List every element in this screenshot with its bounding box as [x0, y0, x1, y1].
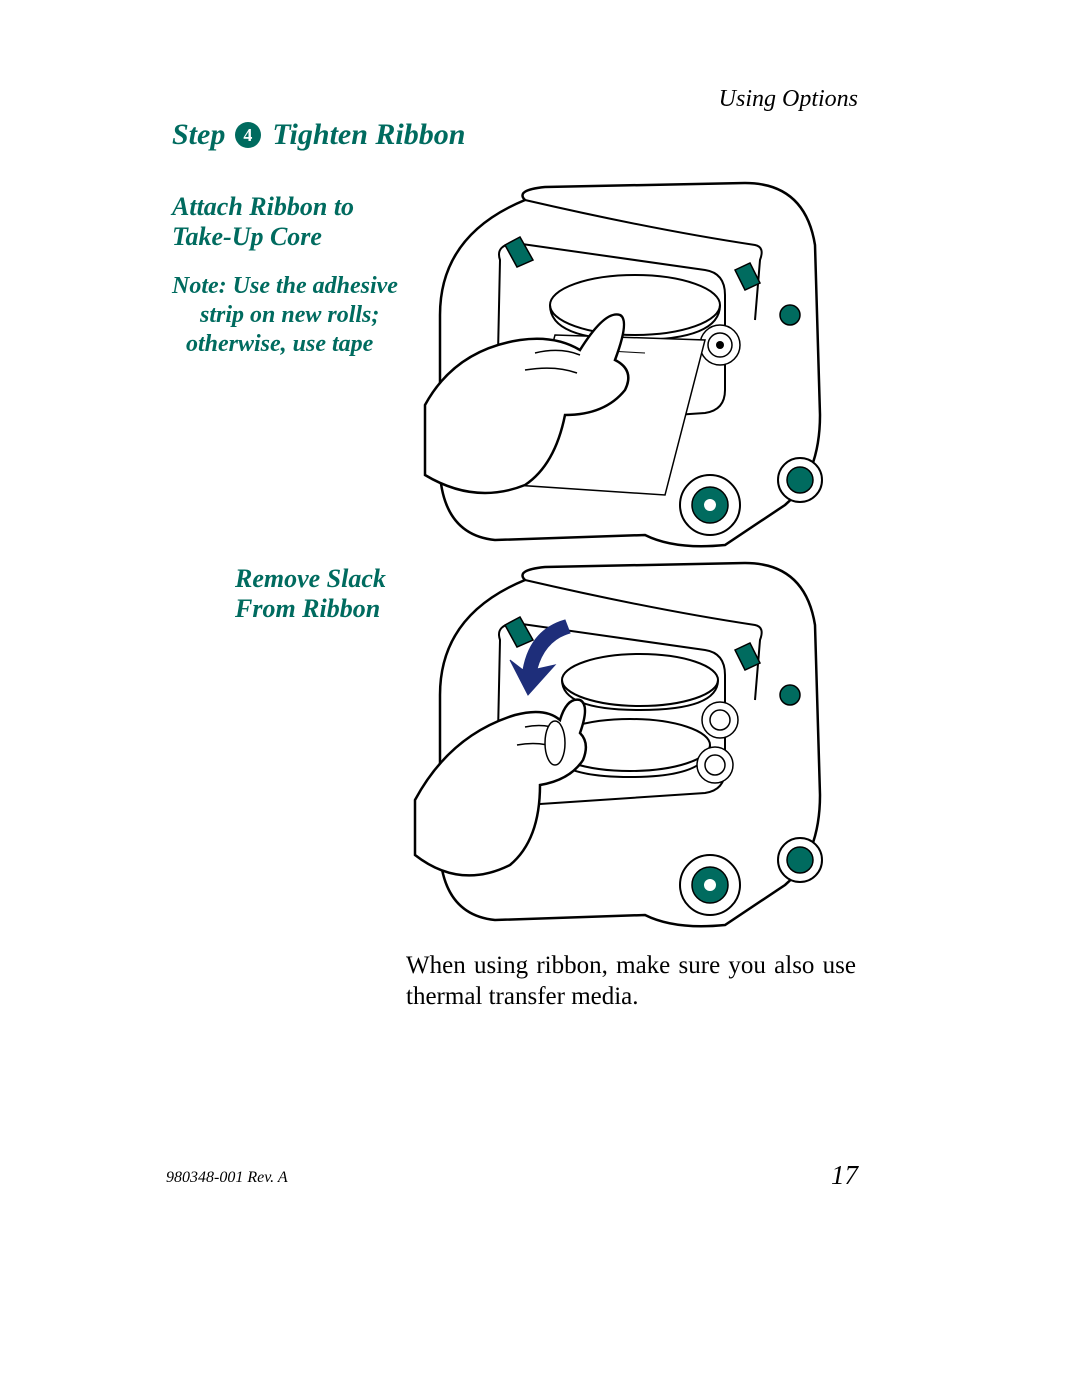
substep-1-line1: Attach Ribbon to: [172, 192, 354, 221]
printer-illustration-2-icon: [405, 555, 850, 935]
body-paragraph: When using ribbon, make sure you also us…: [406, 950, 856, 1013]
substep-1-line2: Take-Up Core: [172, 222, 322, 251]
substep-2-line1: Remove Slack: [235, 564, 386, 593]
step-suffix: Tighten Ribbon: [272, 118, 465, 151]
footer-doc-ref: 980348-001 Rev. A: [166, 1169, 288, 1187]
section-header: Using Options: [719, 86, 858, 113]
printer-illustration-1-icon: [405, 175, 850, 555]
step-number-badge: 4: [235, 122, 261, 148]
substep-2-line2: From Ribbon: [235, 594, 380, 623]
substep-1-title: Attach Ribbon to Take-Up Core: [172, 192, 432, 252]
figure-remove-slack: [405, 555, 850, 935]
step-heading: Step 4 Tighten Ribbon: [172, 118, 465, 152]
footer-page-number: 17: [831, 1160, 858, 1191]
step-prefix: Step: [172, 118, 225, 151]
figure-attach-ribbon: [405, 175, 850, 555]
note-line2: strip on new rolls;: [172, 302, 379, 328]
manual-page: Using Options Step 4 Tighten Ribbon Atta…: [0, 0, 1080, 1397]
substep-1-note: Note: Use the adhesive strip on new roll…: [172, 272, 442, 358]
note-line3: otherwise, use tape: [172, 331, 373, 357]
note-line1: Note: Use the adhesive: [172, 273, 398, 299]
